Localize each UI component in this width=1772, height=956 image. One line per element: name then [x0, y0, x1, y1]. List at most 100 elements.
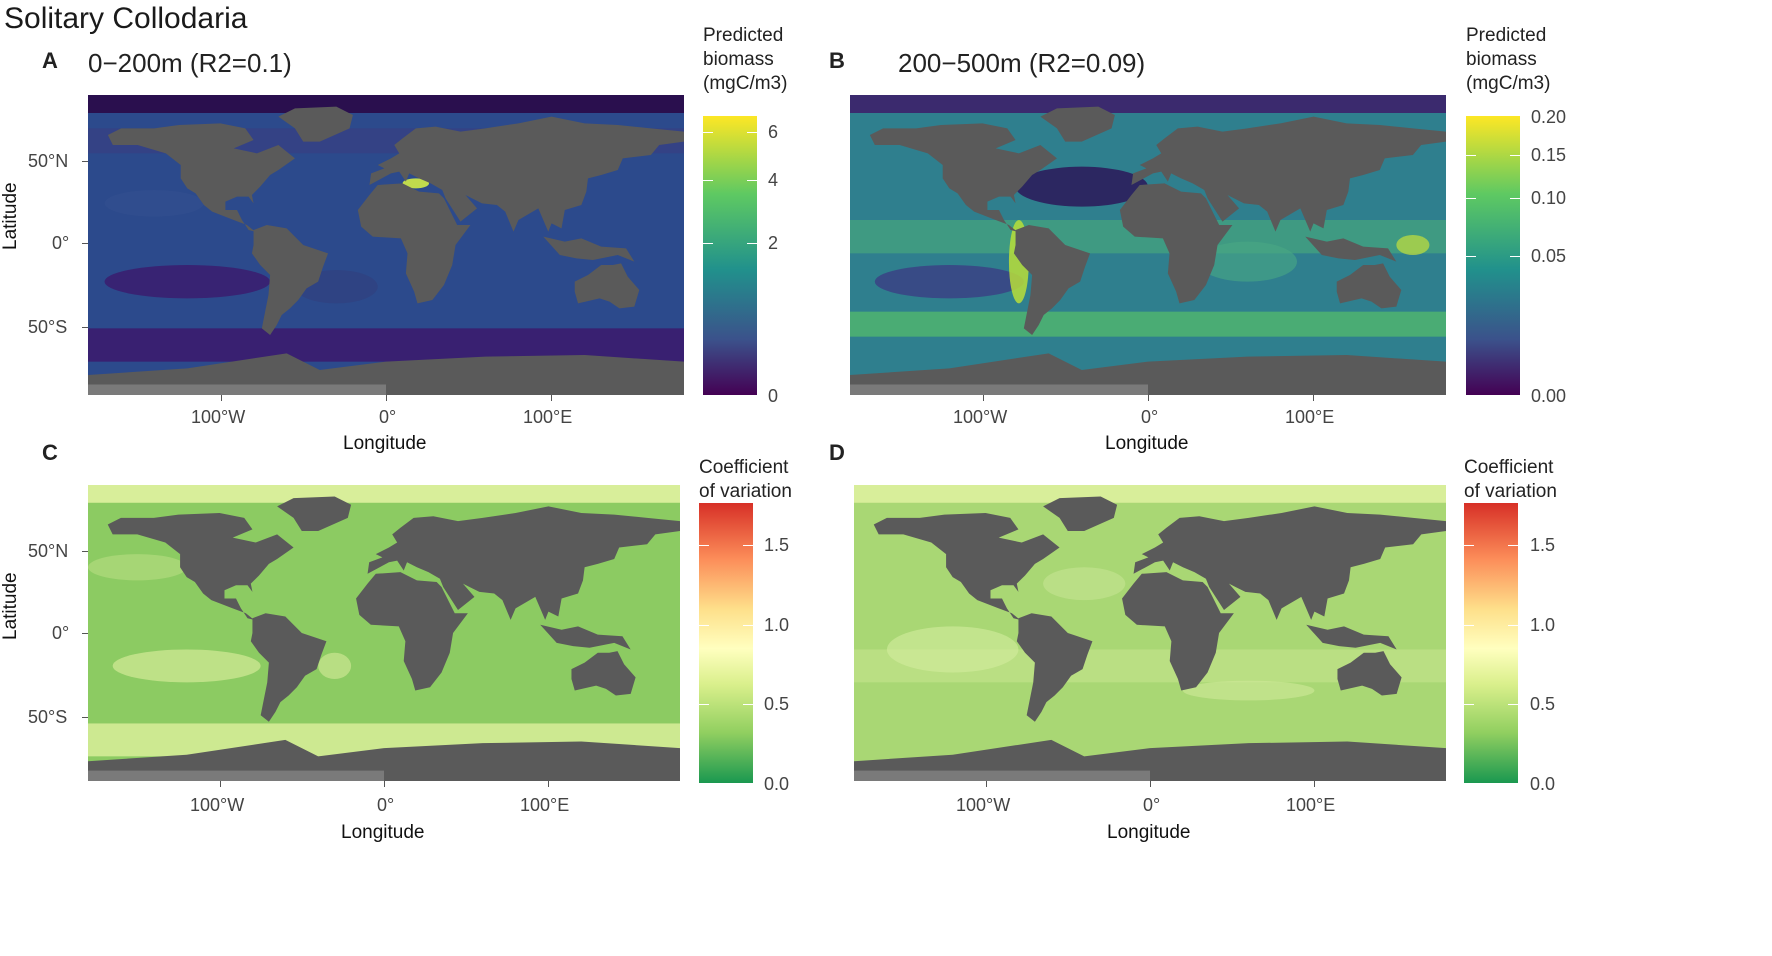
- xtick-a-100w: 100°W: [191, 407, 246, 427]
- land-greenland: [278, 106, 353, 142]
- ocean-patch: [886, 626, 1019, 673]
- legend-title-line: Predicted: [1466, 25, 1547, 46]
- colorbar-b: [1466, 116, 1520, 395]
- xlabel-d: Longitude: [1107, 822, 1191, 843]
- ocean-patch: [402, 178, 430, 189]
- cbar-c-tick-05: 0.5: [764, 694, 790, 714]
- land-australia: [571, 651, 636, 696]
- land-australia: [574, 263, 640, 309]
- ocean-patch: [318, 652, 352, 680]
- land-north-america: [869, 123, 1057, 232]
- land-south-america: [1013, 225, 1091, 335]
- legend-title-line: Coefficient: [1464, 457, 1554, 478]
- cbtick: [703, 180, 713, 181]
- cbtick: [747, 132, 757, 133]
- ocean-band: [850, 311, 1446, 337]
- cbar-b-tick-015: 0.15: [1531, 145, 1567, 165]
- legend-title-line: (mgC/m3): [703, 73, 788, 94]
- cbar-d-tick-05: 0.5: [1530, 694, 1556, 714]
- land-eurasia: [1131, 116, 1446, 232]
- ytick-a-50n: 50°N: [28, 151, 69, 171]
- cbtick: [1464, 545, 1474, 546]
- cbtick: [1464, 704, 1474, 705]
- xtickmark: [551, 395, 552, 401]
- land-australia: [1337, 651, 1402, 696]
- xtickmark: [986, 781, 987, 787]
- land-greenland: [277, 496, 352, 532]
- cbtick: [703, 243, 713, 244]
- legend-title-line: biomass: [703, 49, 774, 70]
- ocean-patch: [1396, 235, 1430, 255]
- ytick-a-0: 0°: [52, 233, 70, 253]
- panel-b-letter: B: [829, 48, 845, 73]
- cbtick: [699, 704, 709, 705]
- ytickmark: [82, 327, 88, 328]
- ytickmark: [82, 161, 88, 162]
- land-north-america: [107, 123, 295, 232]
- cbar-b-tick-010: 0.10: [1531, 188, 1567, 208]
- land-greenland: [1040, 106, 1115, 142]
- ocean-patch: [874, 265, 1024, 299]
- legend-b-title: Predicted biomass (mgC/m3): [1466, 24, 1550, 96]
- land-north-america: [873, 512, 1060, 620]
- xtick-b-0: 0°: [1141, 407, 1159, 427]
- cbtick: [1466, 256, 1476, 257]
- land-africa: [1122, 572, 1234, 691]
- cbtick: [743, 625, 753, 626]
- ytick-a-50s: 50°S: [28, 317, 68, 337]
- cbtick: [743, 704, 753, 705]
- land-africa: [357, 183, 471, 304]
- land-indonesia: [1306, 624, 1397, 650]
- ytick-c-50s: 50°S: [28, 707, 68, 727]
- panel-d-letter: D: [829, 440, 845, 465]
- cbtick: [703, 132, 713, 133]
- cbtick: [699, 545, 709, 546]
- colorbar-c: [699, 503, 753, 783]
- map-panel-c: [88, 485, 680, 781]
- legend-a-title: Predicted biomass (mgC/m3): [703, 24, 787, 96]
- ytickmark: [82, 633, 88, 634]
- ocean-patch: [1197, 241, 1297, 282]
- arctic-band: [854, 485, 1446, 503]
- cbar-d-tick-00: 0.0: [1530, 774, 1556, 794]
- xtickmark: [548, 781, 549, 787]
- legend-title-line: (mgC/m3): [1466, 73, 1551, 94]
- land-africa: [1119, 183, 1233, 304]
- ytick-c-0: 0°: [52, 623, 70, 643]
- legend-title-line: of variation: [699, 481, 792, 502]
- cbar-d-tick-10: 1.0: [1530, 615, 1556, 635]
- ylabel-a: Latitude: [0, 182, 21, 250]
- ylabel-c: Latitude: [0, 572, 21, 640]
- map-svg-d: [854, 485, 1446, 781]
- cbtick: [1508, 545, 1518, 546]
- panel-a-title: 0−200m (R2=0.1): [88, 48, 292, 78]
- xtick-d-100w: 100°W: [956, 795, 1011, 815]
- ytickmark: [82, 717, 88, 718]
- legend-title-line: of variation: [1464, 481, 1557, 502]
- cbtick: [1510, 256, 1520, 257]
- legend-title-line: Predicted: [703, 25, 784, 46]
- xtickmark: [386, 395, 387, 401]
- land-eurasia: [367, 506, 680, 620]
- cbar-c-tick-00: 0.0: [764, 774, 790, 794]
- map-panel-b: [850, 95, 1446, 395]
- xtickmark: [1314, 781, 1315, 787]
- arctic-band: [850, 95, 1446, 113]
- cbar-a-tick-6: 6: [768, 122, 779, 142]
- cbtick: [1508, 625, 1518, 626]
- ocean-patch: [112, 649, 261, 683]
- cbtick: [743, 545, 753, 546]
- cbar-c-tick-15: 1.5: [764, 535, 790, 555]
- cbtick: [1466, 198, 1476, 199]
- cbtick: [1510, 155, 1520, 156]
- xlabel-a: Longitude: [343, 433, 427, 454]
- xtickmark: [220, 781, 221, 787]
- ytickmark: [82, 243, 88, 244]
- arctic-band: [88, 95, 684, 113]
- arctic-band: [88, 485, 680, 503]
- xlabel-b: Longitude: [1105, 433, 1189, 454]
- land-north-america: [107, 512, 294, 620]
- legend-c-title: Coefficient of variation: [699, 456, 792, 504]
- land-eurasia: [369, 116, 684, 232]
- legend-d-title: Coefficient of variation: [1464, 456, 1557, 504]
